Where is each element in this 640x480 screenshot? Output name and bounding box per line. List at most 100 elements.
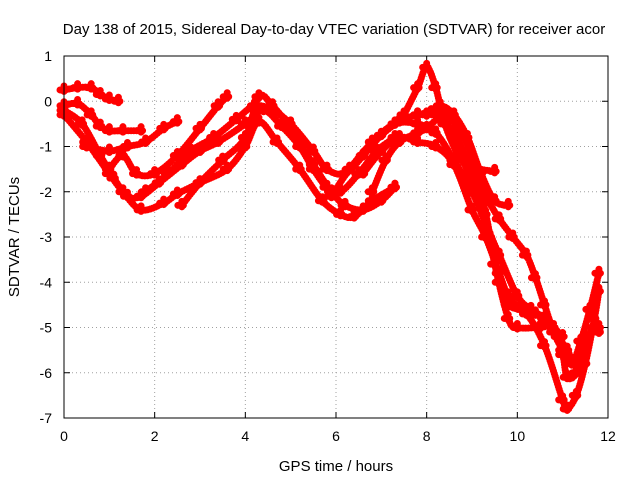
- data-point: [419, 59, 435, 75]
- data-point: [228, 111, 244, 127]
- data-series: [56, 59, 607, 417]
- y-tick-label: -6: [40, 365, 53, 381]
- data-point: [491, 274, 507, 290]
- data-point: [319, 161, 335, 177]
- data-point: [92, 86, 108, 102]
- data-point: [505, 229, 521, 245]
- data-point: [337, 197, 353, 213]
- data-point: [555, 392, 571, 408]
- x-tick-label: 6: [332, 428, 340, 444]
- data-point: [473, 184, 489, 200]
- data-point: [346, 209, 362, 225]
- data-point: [169, 186, 185, 202]
- data-point: [559, 401, 575, 417]
- data-point: [500, 310, 516, 326]
- data-point: [251, 89, 267, 105]
- data-point: [555, 342, 571, 358]
- y-axis-title: SDTVAR / TECUs: [6, 177, 23, 297]
- y-tick-label: -3: [40, 229, 53, 245]
- data-point: [487, 193, 503, 209]
- x-tick-label: 8: [423, 428, 431, 444]
- data-point: [215, 152, 231, 168]
- data-point: [79, 139, 95, 154]
- data-point: [101, 143, 117, 159]
- data-point: [450, 148, 466, 164]
- data-point: [219, 89, 235, 105]
- data-point: [237, 129, 253, 145]
- data-point: [333, 206, 349, 222]
- data-point: [473, 166, 489, 182]
- data-point: [378, 152, 394, 168]
- data-point: [305, 157, 321, 173]
- data-point: [428, 80, 444, 96]
- data-point: [156, 120, 172, 136]
- data-point: [568, 387, 584, 403]
- data-point: [305, 143, 321, 159]
- data-point: [410, 134, 426, 150]
- x-axis-title: GPS time / hours: [279, 458, 393, 475]
- data-point: [210, 134, 226, 150]
- data-point: [292, 161, 308, 177]
- data-point: [446, 157, 462, 173]
- x-tick-label: 4: [241, 428, 249, 444]
- data-point: [437, 116, 453, 132]
- data-point: [115, 184, 131, 200]
- series-arc-14: [419, 98, 516, 213]
- y-tick-label: 0: [44, 93, 52, 109]
- y-tick-label: 1: [44, 48, 52, 64]
- series-arc-1: [56, 80, 126, 109]
- data-point: [70, 80, 86, 96]
- data-point: [373, 193, 389, 209]
- data-point: [110, 93, 126, 109]
- data-point: [101, 161, 117, 177]
- y-tick-label: -1: [40, 139, 53, 155]
- series-arc-13: [410, 105, 607, 417]
- plot-frame: [63, 55, 609, 419]
- data-point: [432, 98, 448, 114]
- data-point: [160, 166, 176, 182]
- data-point: [428, 139, 444, 154]
- data-point: [487, 163, 503, 179]
- data-point: [265, 98, 281, 114]
- series-arc-5: [79, 114, 185, 159]
- data-point: [387, 116, 403, 132]
- data-point: [119, 139, 135, 154]
- data-point: [323, 188, 339, 204]
- data-point: [577, 356, 593, 372]
- data-point: [355, 202, 371, 218]
- data-point: [500, 197, 516, 213]
- data-point: [419, 107, 435, 123]
- data-point: [428, 125, 444, 141]
- data-point: [251, 114, 267, 130]
- data-point: [169, 148, 185, 164]
- data-point: [206, 129, 222, 145]
- series-arc-12: [396, 59, 607, 372]
- data-point: [491, 211, 507, 227]
- data-point: [546, 324, 562, 340]
- data-point: [183, 143, 199, 159]
- data-point: [500, 297, 516, 313]
- data-point: [138, 134, 154, 150]
- data-point: [174, 197, 190, 213]
- data-point: [70, 96, 86, 112]
- y-tick-label: -5: [40, 320, 53, 336]
- series-arc-6: [101, 89, 235, 182]
- data-point: [138, 184, 154, 200]
- data-point: [419, 120, 435, 136]
- data-point: [101, 123, 117, 139]
- chart-title: Day 138 of 2015, Sidereal Day-to-day VTE…: [63, 21, 605, 38]
- y-tick-label: -2: [40, 184, 53, 200]
- data-point: [364, 184, 380, 200]
- data-point: [129, 166, 145, 182]
- data-point: [269, 134, 285, 150]
- data-point: [509, 288, 525, 304]
- data-point: [373, 143, 389, 159]
- data-point: [509, 320, 525, 335]
- data-point: [391, 134, 407, 150]
- data-point: [464, 202, 480, 218]
- x-tick-label: 12: [600, 428, 616, 444]
- data-point: [342, 161, 358, 177]
- data-point: [283, 120, 299, 136]
